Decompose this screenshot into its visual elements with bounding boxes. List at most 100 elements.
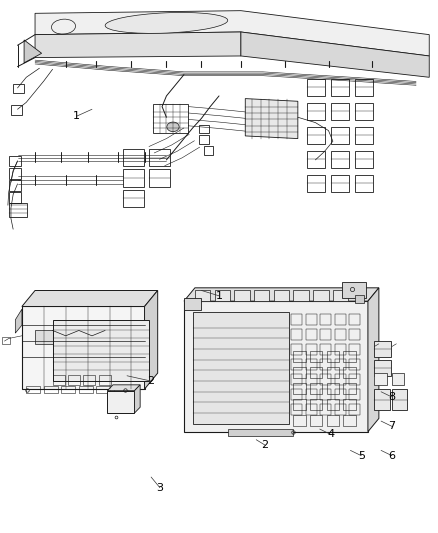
Bar: [331, 79, 349, 96]
Bar: [355, 175, 373, 192]
Bar: [114, 386, 128, 393]
Bar: [374, 389, 390, 410]
Bar: [310, 351, 322, 362]
Bar: [291, 344, 302, 355]
Bar: [331, 127, 349, 144]
Bar: [53, 375, 65, 385]
Bar: [343, 399, 356, 410]
Bar: [68, 375, 80, 385]
Polygon shape: [35, 32, 241, 58]
Bar: [149, 149, 170, 166]
Text: 2: 2: [261, 440, 268, 450]
Text: 3: 3: [156, 483, 163, 492]
Bar: [293, 367, 306, 378]
Bar: [83, 375, 95, 385]
Bar: [291, 389, 302, 400]
Bar: [307, 103, 325, 120]
Bar: [335, 374, 346, 385]
Bar: [349, 329, 360, 340]
Polygon shape: [107, 385, 140, 391]
Bar: [204, 146, 213, 155]
Bar: [349, 404, 360, 415]
Bar: [335, 389, 346, 400]
Bar: [35, 330, 53, 344]
Bar: [343, 415, 356, 426]
Bar: [333, 290, 348, 301]
Bar: [53, 320, 149, 381]
Bar: [291, 374, 302, 385]
Bar: [306, 404, 317, 415]
Bar: [355, 127, 373, 144]
Bar: [9, 192, 21, 203]
Bar: [307, 127, 325, 144]
Bar: [184, 298, 201, 310]
Polygon shape: [245, 99, 298, 139]
Bar: [274, 290, 289, 301]
Bar: [374, 373, 387, 385]
Bar: [335, 404, 346, 415]
Bar: [9, 156, 21, 166]
Bar: [228, 429, 293, 436]
Polygon shape: [22, 290, 158, 306]
Ellipse shape: [105, 12, 228, 34]
Bar: [327, 367, 339, 378]
Bar: [293, 399, 306, 410]
Text: 4: 4: [327, 430, 334, 439]
Bar: [310, 399, 322, 410]
Bar: [9, 203, 27, 217]
Bar: [349, 344, 360, 355]
Bar: [392, 373, 404, 385]
Bar: [9, 168, 21, 179]
Text: 1: 1: [215, 291, 223, 301]
Bar: [293, 383, 306, 394]
Bar: [355, 79, 373, 96]
Bar: [61, 328, 85, 346]
Bar: [293, 351, 306, 362]
Bar: [254, 290, 269, 301]
Bar: [123, 190, 144, 207]
Bar: [79, 386, 93, 393]
Bar: [153, 104, 188, 133]
Polygon shape: [35, 11, 429, 56]
Bar: [335, 329, 346, 340]
Polygon shape: [368, 288, 379, 432]
Bar: [306, 329, 317, 340]
Bar: [99, 375, 111, 385]
Bar: [320, 344, 331, 355]
Bar: [9, 180, 21, 191]
Polygon shape: [184, 288, 379, 301]
Bar: [310, 415, 322, 426]
Bar: [313, 290, 328, 301]
Bar: [307, 175, 325, 192]
Bar: [291, 329, 302, 340]
Bar: [374, 341, 391, 357]
Bar: [355, 295, 364, 303]
Bar: [320, 389, 331, 400]
Bar: [61, 386, 75, 393]
Bar: [331, 175, 349, 192]
Bar: [96, 386, 110, 393]
Bar: [320, 359, 331, 370]
Bar: [349, 374, 360, 385]
Bar: [215, 290, 230, 301]
Bar: [195, 290, 210, 301]
Polygon shape: [241, 32, 429, 77]
Bar: [26, 386, 40, 393]
Polygon shape: [134, 385, 140, 413]
Bar: [291, 314, 302, 325]
Bar: [320, 404, 331, 415]
Bar: [310, 383, 322, 394]
Text: 7: 7: [389, 422, 396, 431]
Bar: [327, 383, 339, 394]
Bar: [307, 79, 325, 96]
Bar: [310, 367, 322, 378]
Bar: [199, 135, 209, 144]
Bar: [342, 282, 366, 298]
Bar: [13, 84, 24, 93]
Bar: [306, 344, 317, 355]
Text: 8: 8: [389, 392, 396, 402]
Bar: [343, 351, 356, 362]
Bar: [374, 360, 391, 376]
Bar: [331, 151, 349, 168]
Text: 1: 1: [73, 111, 80, 121]
